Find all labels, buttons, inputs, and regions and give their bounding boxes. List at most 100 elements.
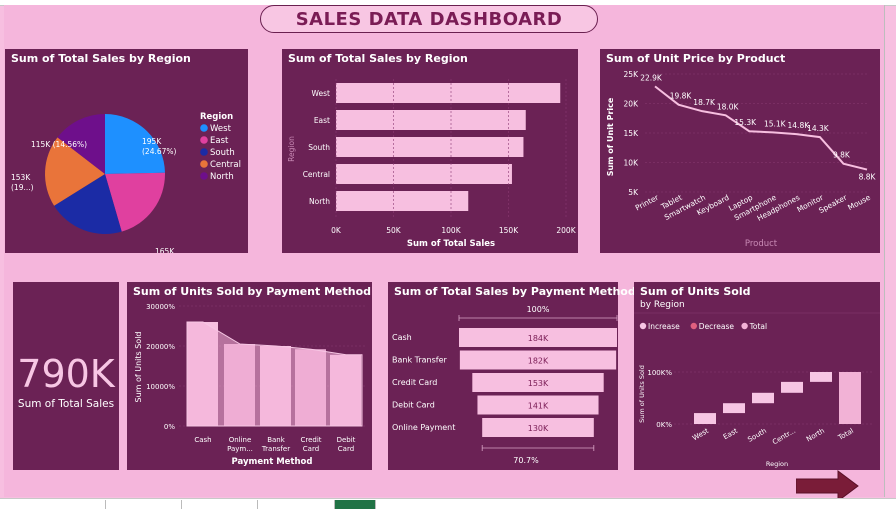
pie-data-label: 153K — [11, 173, 31, 182]
units-area-x-tick: Online — [229, 436, 252, 444]
waterfall-bar — [752, 392, 774, 404]
sheet-tab-3[interactable] — [182, 500, 258, 509]
funnel-bar-label: 130K — [528, 424, 549, 433]
pie-chart-svg: 195K(24.67%)165K(20.83%)163K (20.6%)153K… — [11, 112, 241, 253]
pie-legend-marker — [200, 160, 208, 168]
dashboard-title: SALES DATA DASHBOARD — [295, 8, 563, 30]
price-line-data-label: 18.0K — [717, 102, 740, 111]
pie-legend-item: East — [210, 136, 229, 146]
units-area-x-label: Payment Method — [232, 457, 313, 467]
units-area-y-tick: 0% — [164, 423, 175, 431]
waterfall-bar — [781, 381, 803, 393]
funnel-bar — [477, 395, 599, 415]
pie-chart-panel[interactable]: Sum of Total Sales by Region 195K (24.67%… — [5, 49, 248, 253]
sheet-tab-bar — [0, 498, 896, 510]
region-bar-y-label: Region — [287, 136, 296, 162]
waterfall-legend-marker — [690, 322, 697, 330]
units-area-series — [186, 321, 363, 427]
units-area-x-tick: Card — [303, 445, 319, 453]
region-bar-title: Sum of Total Sales by Region — [288, 52, 468, 65]
waterfall-bar — [694, 413, 716, 424]
funnel-category: Cash — [392, 333, 412, 342]
price-line-series — [654, 85, 868, 171]
pie-data-label: 195K — [142, 137, 162, 146]
waterfall-panel[interactable]: Sum of Units Sold by Region Increase Decr… — [634, 282, 880, 470]
units-area-title: Sum of Units Sold by Payment Method — [133, 285, 372, 298]
sheet-tab-4[interactable] — [258, 500, 335, 509]
region-bar-y-tick: East — [314, 116, 330, 125]
kpi-label: Sum of Total Sales — [17, 398, 115, 410]
funnel-bar — [472, 373, 604, 392]
waterfall-x-tick: North — [805, 427, 826, 444]
price-line-y-tick: 10K — [624, 159, 640, 168]
region-bar-svg: West East South Central North 0K 50K 100K 150K 20… — [287, 79, 577, 249]
pie-legend-title: Region — [200, 112, 233, 122]
region-bar — [336, 137, 524, 157]
sheet-tab-active[interactable] — [335, 500, 376, 509]
waterfall-title: Sum of Units Sold — [640, 285, 751, 298]
price-line-data-label: 8.8K — [859, 173, 877, 182]
pie-slice-south — [54, 174, 122, 234]
waterfall-subtitle: by Region — [640, 300, 685, 310]
sheet-tab-1[interactable] — [30, 500, 106, 509]
pie-legend-marker — [200, 172, 208, 180]
region-bar-x-tick: 150K — [499, 226, 519, 235]
price-line-y-label: Sum of Unit Price — [606, 97, 615, 176]
units-area-panel[interactable]: Sum of Units Sold by Payment Method 3000… — [127, 282, 372, 470]
region-bar-x-label: Sum of Total Sales — [407, 239, 495, 249]
waterfall-x-tick: Centr... — [771, 427, 797, 447]
pie-data-label: 165K — [155, 247, 175, 253]
price-line-data-label: 18.7K — [693, 98, 716, 107]
units-area-y-tick: 20000% — [146, 343, 175, 351]
funnel-category: Online Payment — [392, 423, 455, 432]
funnel-bar-label: 141K — [528, 402, 549, 411]
funnel-bar — [459, 328, 617, 347]
pie-slice-north — [57, 114, 105, 174]
pie-legend-item: North — [210, 172, 234, 182]
waterfall-legend-item: Increase — [648, 322, 680, 331]
pie-legend-marker — [200, 136, 208, 144]
pie-slice-central — [45, 137, 105, 206]
price-line-y-tick: 5K — [628, 188, 639, 197]
waterfall-x-tick: Total — [836, 427, 855, 443]
units-area-y-tick: 10000% — [146, 383, 175, 391]
waterfall-y-tick: 0K% — [656, 421, 672, 429]
waterfall-x-tick: East — [722, 427, 739, 442]
funnel-bar — [482, 418, 594, 437]
price-line-data-label: 14.8K — [788, 121, 811, 130]
units-area-x-tick: Bank — [267, 436, 286, 444]
waterfall-x-tick: West — [691, 427, 710, 443]
units-area-y-label: Sum of Units Sold — [134, 331, 143, 402]
price-line-svg: 25K20K15K10K5K22.9KPrinter19.8KTablet18.… — [606, 70, 877, 249]
funnel-category: Debit Card — [392, 401, 435, 410]
pie-legend-item: South — [210, 148, 235, 158]
region-bar — [336, 191, 469, 211]
region-bar-x-tick: 50K — [386, 226, 402, 235]
next-page-arrow-icon[interactable] — [796, 470, 860, 502]
funnel-bar — [459, 350, 617, 370]
waterfall-bar — [839, 372, 861, 424]
pie-legend-marker — [200, 124, 208, 132]
kpi-card[interactable]: 790K Sum of Total Sales — [13, 282, 119, 470]
price-line-panel[interactable]: Sum of Unit Price by Product 25K 20K 15K 10… — [600, 49, 880, 253]
region-bar-x-tick: 100K — [441, 226, 461, 235]
waterfall-legend-marker — [639, 322, 647, 330]
funnel-svg: 100% 184K Cash 182K Bank Transfer 153K Credit … — [392, 305, 618, 465]
region-bar-y-tick: South — [308, 143, 330, 152]
waterfall-legend-marker — [741, 322, 748, 330]
region-bar-panel[interactable]: Sum of Total Sales by Region West East Sou… — [282, 49, 578, 253]
price-line-data-label: 19.8K — [670, 92, 693, 101]
price-line-data-label: 15.1K — [764, 119, 787, 128]
pie-slice-east — [105, 172, 165, 232]
price-line-x-tick: Mouse — [846, 193, 872, 213]
pie-slice-west — [105, 114, 165, 174]
kpi-value: 790K — [17, 352, 115, 396]
sheet-tab-2[interactable] — [106, 500, 182, 509]
funnel-panel[interactable]: Sum of Total Sales by Payment Method 100… — [388, 282, 636, 470]
units-area-x-tick: Cash — [194, 436, 211, 444]
units-area-x-tick: Paym... — [227, 445, 253, 453]
funnel-category: Credit Card — [392, 378, 437, 387]
funnel-title: Sum of Total Sales by Payment Method — [394, 285, 636, 298]
price-line-data-label: 14.3K — [807, 124, 830, 133]
